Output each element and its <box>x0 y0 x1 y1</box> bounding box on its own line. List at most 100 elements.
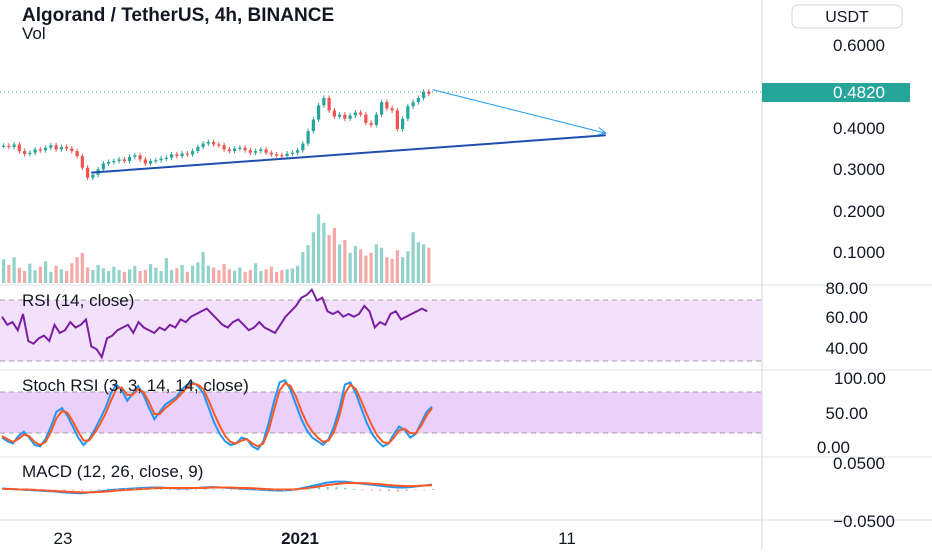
macd-histogram-bar <box>19 489 22 491</box>
volume-bar <box>317 214 321 283</box>
volume-bar <box>185 271 189 283</box>
candle-body <box>285 153 289 157</box>
candle-body <box>259 149 263 152</box>
volume-bar <box>80 252 84 283</box>
rsi-tick: 40.00 <box>825 339 868 358</box>
macd-histogram-bar <box>370 489 373 491</box>
volume-bar <box>91 270 95 283</box>
macd-histogram-bar <box>116 488 119 490</box>
candle-body <box>23 151 27 154</box>
macd-histogram-bar <box>379 489 382 491</box>
volume-bar <box>422 244 426 283</box>
rsi-tick: 60.00 <box>825 308 868 327</box>
candle-body <box>233 148 237 152</box>
macd-histogram-bar <box>89 489 92 491</box>
macd-histogram-bar <box>282 489 285 491</box>
candle-body <box>122 159 126 162</box>
volume-bar <box>290 268 294 283</box>
macd-histogram-bar <box>203 489 206 490</box>
candle-body <box>101 163 105 170</box>
indicator-line <box>1 381 433 448</box>
candle-body <box>38 149 42 151</box>
macd-histogram-bar <box>72 489 75 491</box>
volume-bar <box>206 265 210 283</box>
macd-histogram-bar <box>361 489 364 491</box>
stoch-rsi-legend: Stoch RSI (3, 3, 14, 14, close) <box>22 376 249 395</box>
macd-histogram-bar <box>195 489 198 491</box>
volume-bar <box>369 252 373 283</box>
candle-body <box>49 145 53 148</box>
volume-bar <box>217 270 221 283</box>
volume-bar <box>175 268 179 283</box>
volume-bar <box>364 255 368 283</box>
candle-body <box>406 106 410 119</box>
candle-body <box>59 146 63 150</box>
macd-histogram-bar <box>396 489 399 492</box>
macd-histogram-bar <box>256 489 259 491</box>
candle-body <box>133 155 137 157</box>
volume-bar <box>327 234 331 283</box>
volume-bar <box>385 257 389 283</box>
volume-bar <box>49 271 53 283</box>
volume-bar <box>38 266 42 283</box>
candle-body <box>311 119 315 132</box>
macd-histogram-bar <box>80 489 83 491</box>
candle-body <box>327 97 331 111</box>
volume-bar <box>59 269 63 283</box>
rsi-legend: RSI (14, close) <box>22 291 134 310</box>
volume-bar <box>138 270 142 283</box>
candle-body <box>107 161 111 164</box>
time-tick: 2021 <box>281 529 319 548</box>
macd-histogram-bar <box>230 489 233 491</box>
macd-histogram-bar <box>177 489 180 491</box>
price-tick: 0.6000 <box>833 36 885 55</box>
volume-bar <box>338 244 342 283</box>
macd-histogram-bar <box>45 489 48 491</box>
candle-body <box>416 97 420 103</box>
volume-bar <box>332 227 336 283</box>
candle-body <box>359 112 363 115</box>
macd-histogram-bar <box>326 487 329 490</box>
currency-button[interactable]: USDT <box>791 4 903 29</box>
volume-bar <box>380 247 384 283</box>
candle-body <box>390 108 394 111</box>
price-tick: 0.1000 <box>833 243 885 262</box>
candle-body <box>149 161 153 164</box>
macd-histogram-bar <box>300 489 303 490</box>
volume-bar <box>180 264 184 283</box>
volume-bar <box>44 261 48 283</box>
candle-body <box>212 141 216 145</box>
volume-bar <box>2 259 6 283</box>
volume-bar <box>33 270 37 283</box>
volume-bar <box>70 263 74 283</box>
candle-body <box>254 151 258 153</box>
volume-bar <box>227 269 231 283</box>
volume-bar <box>411 232 415 283</box>
volume-bar <box>212 267 216 283</box>
volume-bar <box>107 270 111 283</box>
volume-bar <box>133 265 137 283</box>
macd-histogram-bar <box>186 489 189 491</box>
candle-body <box>28 152 32 154</box>
last-price-badge: 0.4820 <box>762 83 910 102</box>
macd-histogram-bar <box>247 489 250 491</box>
volume-bar <box>170 270 174 283</box>
volume-bar <box>259 270 263 283</box>
candle-body <box>44 147 48 151</box>
candle-body <box>275 154 279 156</box>
candle-body <box>427 91 431 94</box>
candle-body <box>164 157 168 159</box>
volume-bar <box>12 257 16 283</box>
candle-body <box>112 161 116 163</box>
trendlines[interactable] <box>91 89 607 174</box>
candle-body <box>332 110 336 117</box>
candle-body <box>243 147 247 151</box>
price-tick: 0.3000 <box>833 160 885 179</box>
volume-bar <box>28 263 32 283</box>
macd-histogram-bar <box>344 488 347 490</box>
candle-body <box>317 105 321 120</box>
volume-bar <box>7 264 11 283</box>
macd-histogram-bar <box>238 489 241 491</box>
time-tick: 23 <box>54 529 73 548</box>
